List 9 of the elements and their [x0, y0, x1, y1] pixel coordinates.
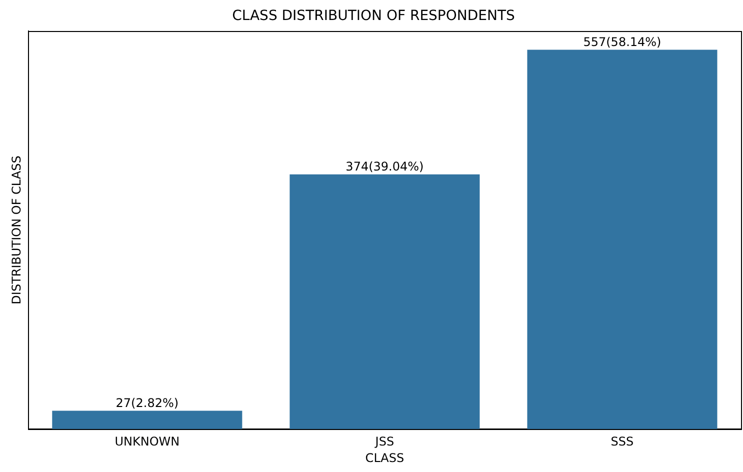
chart-title: CLASS DISTRIBUTION OF RESPONDENTS [232, 8, 516, 24]
x-tick-label: UNKNOWN [114, 434, 180, 449]
data-label: 374(39.04%) [346, 160, 424, 174]
x-tick-label: JSS [374, 434, 394, 449]
y-axis-title: DISTRIBUTION OF CLASS [9, 156, 24, 304]
x-axis-title: CLASS [365, 450, 404, 465]
x-tick-label: SSS [610, 434, 634, 449]
data-label: 557(58.14%) [583, 34, 662, 49]
data-label: 27(2.82%) [116, 396, 179, 410]
